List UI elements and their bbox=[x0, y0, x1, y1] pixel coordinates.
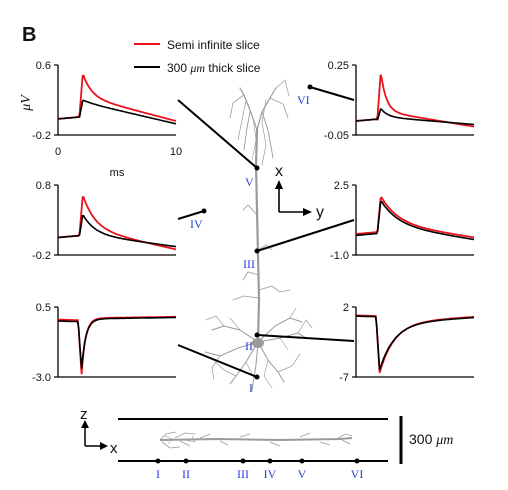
trace-300um-VI bbox=[355, 108, 475, 126]
trace-panels: 0.6 -0.2 0.25 -0.05 0.8 -0.2 2.5 -1.0 0.5 -3.0 2 -7 bbox=[32, 60, 475, 384]
trace-semi-infinite-IV bbox=[57, 196, 177, 251]
slice-label-IV: IV bbox=[264, 467, 277, 481]
y-tick-label-max-V: 0.6 bbox=[36, 60, 51, 72]
x-axis-unit: ms bbox=[110, 167, 125, 179]
xy-compass: x y bbox=[275, 163, 324, 221]
x-axis-top-left: 0 10 ms bbox=[55, 146, 182, 179]
position-label-II: II bbox=[245, 339, 253, 353]
slice-label-V: V bbox=[298, 467, 307, 481]
y-tick-label-min-III: -1.0 bbox=[330, 250, 349, 262]
slice-label-I: I bbox=[156, 467, 160, 481]
trace-300um-IV bbox=[57, 214, 177, 248]
connector-lines bbox=[177, 86, 355, 378]
scale-bar-label: 300 μm bbox=[409, 431, 453, 448]
trace-semi-infinite-III bbox=[355, 196, 475, 239]
position-label-IV: IV bbox=[190, 217, 203, 231]
y-tick-label-min-II: -7 bbox=[339, 372, 349, 384]
legend: Semi infinite slice 300 μm thick slice bbox=[134, 38, 261, 75]
y-tick-label-min-V: -0.2 bbox=[32, 130, 51, 142]
y-tick-label-min-IV: -0.2 bbox=[32, 250, 51, 262]
position-label-III: III bbox=[243, 257, 255, 271]
y-tick-label-min-VI: -0.05 bbox=[324, 130, 349, 142]
slice-label-II: II bbox=[182, 467, 190, 481]
neuron-electrode-positions: V IV III II I VI bbox=[190, 84, 313, 395]
neuron-side-view bbox=[159, 431, 353, 449]
trace-semi-infinite-II bbox=[356, 314, 474, 374]
neuron-morphology bbox=[204, 79, 313, 391]
compass-z-label: z bbox=[80, 406, 88, 423]
x-tick-0: 0 bbox=[55, 146, 61, 158]
trace-panel-VI: 0.25 -0.05 bbox=[324, 60, 475, 142]
trace-panel-V: 0.6 -0.2 bbox=[32, 60, 177, 142]
compass-y-label: y bbox=[316, 204, 324, 221]
trace-panel-II: 2 -7 bbox=[339, 302, 474, 384]
compass-x2-label: x bbox=[110, 440, 118, 457]
y-axis-unit: μV bbox=[19, 94, 34, 112]
legend-label-300um: 300 μm thick slice bbox=[167, 61, 261, 75]
y-tick-label-max-III: 2.5 bbox=[334, 180, 349, 192]
y-tick-label-min-I: -3.0 bbox=[32, 372, 51, 384]
trace-300um-V bbox=[57, 99, 177, 125]
position-label-VI: VI bbox=[297, 93, 310, 107]
trace-semi-infinite-I bbox=[58, 315, 176, 375]
trace-panel-I: 0.5 -3.0 bbox=[32, 302, 176, 384]
position-label-I: I bbox=[249, 381, 253, 395]
slice-label-III: III bbox=[237, 467, 249, 481]
y-tick-label-max-I: 0.5 bbox=[36, 302, 51, 314]
trace-300um-I bbox=[58, 316, 176, 369]
trace-semi-infinite-V bbox=[57, 74, 177, 122]
panel-axes bbox=[355, 185, 474, 256]
y-tick-label-max-IV: 0.8 bbox=[36, 180, 51, 192]
panel-axes bbox=[57, 65, 176, 136]
trace-panel-IV: 0.8 -0.2 bbox=[32, 180, 177, 262]
trace-300um-II bbox=[356, 315, 474, 371]
trace-300um-III bbox=[355, 200, 475, 241]
slice-side-view: 300 μm I II III IV V VI z bbox=[80, 406, 453, 481]
slice-position-ticks bbox=[155, 458, 360, 464]
x-tick-10: 10 bbox=[170, 146, 182, 158]
y-tick-label-max-II: 2 bbox=[343, 302, 349, 314]
trace-panel-III: 2.5 -1.0 bbox=[330, 180, 475, 262]
position-label-V: V bbox=[245, 175, 254, 189]
compass-x-label: x bbox=[275, 163, 283, 180]
y-tick-label-max-VI: 0.25 bbox=[328, 60, 349, 72]
slice-label-VI: VI bbox=[351, 467, 364, 481]
legend-label-semi-infinite: Semi infinite slice bbox=[167, 38, 260, 52]
xz-compass: z x bbox=[80, 406, 118, 457]
panel-label: B bbox=[22, 24, 36, 46]
